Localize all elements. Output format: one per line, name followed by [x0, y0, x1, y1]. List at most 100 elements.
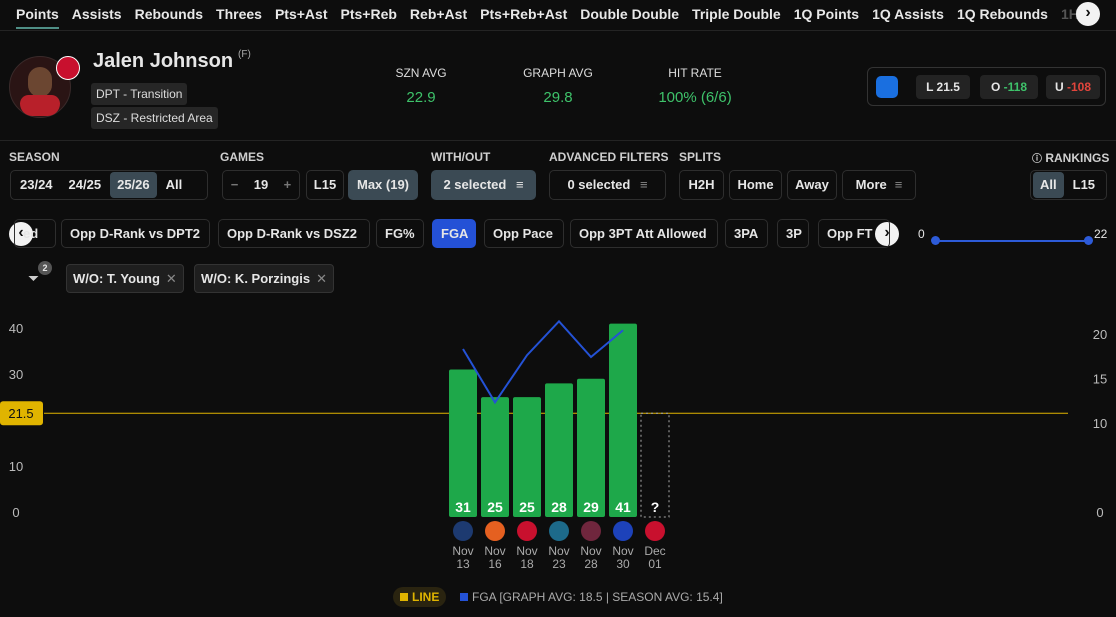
stat-tab[interactable]: Triple Double: [692, 6, 781, 22]
filter-icon: ≡: [515, 177, 524, 192]
stat-chip[interactable]: Opp D-Rank vs DSZ2: [218, 219, 370, 248]
range-handle[interactable]: [931, 236, 940, 245]
under-price: -108: [1066, 80, 1092, 94]
split-option[interactable]: Away: [787, 170, 837, 200]
bar: [609, 323, 637, 517]
stat-chip[interactable]: FG%: [376, 219, 424, 248]
opponent-logo: [613, 521, 633, 541]
bar-value-label: 25: [487, 499, 503, 515]
filter-label: GAMES: [220, 150, 265, 164]
rankings-option[interactable]: All: [1033, 172, 1064, 198]
increment[interactable]: +: [283, 177, 292, 192]
bar: [545, 383, 573, 517]
stat-tab[interactable]: Reb+Ast: [409, 6, 468, 22]
stat-chip[interactable]: Opp Pace: [484, 219, 564, 248]
stat-value: 100% (6/6): [658, 89, 732, 106]
divider: [0, 140, 1116, 141]
odds-line[interactable]: L 21.5: [916, 75, 970, 99]
threshold-badge: [0, 401, 43, 426]
stat-chip[interactable]: 3P: [777, 219, 809, 248]
stat-tab[interactable]: 1Q Rebounds: [956, 6, 1048, 22]
stat-tab[interactable]: Threes: [216, 6, 262, 22]
bar: [577, 378, 605, 517]
season-option[interactable]: 25/26: [110, 172, 157, 198]
chips-scroll-right[interactable]: ›: [875, 222, 899, 246]
rankings-label: RANKINGS: [1045, 151, 1110, 165]
stat-chip[interactable]: FGA: [432, 219, 476, 248]
bar-value-label: 41: [615, 499, 631, 515]
filter-label: ADVANCED FILTERS: [549, 150, 669, 164]
player-tag: DPT - Transition: [91, 83, 188, 105]
split-option[interactable]: More ≡: [842, 170, 916, 200]
stat-chip[interactable]: 3PA: [725, 219, 768, 248]
y2-tick-label: 10: [1093, 416, 1107, 431]
decrement[interactable]: −: [230, 177, 239, 192]
threshold-label: 21.5: [8, 406, 33, 421]
stat-tab[interactable]: Assists: [71, 6, 122, 22]
over-label: O: [990, 80, 1001, 94]
bar: [449, 369, 477, 517]
range-handle[interactable]: [1084, 236, 1093, 245]
filter-icon: ≡: [639, 177, 648, 192]
stat-chip[interactable]: ed: [14, 219, 56, 248]
split-option[interactable]: H2H: [679, 170, 724, 200]
split-option[interactable]: Home: [729, 170, 782, 200]
opponent-logo: [517, 521, 537, 541]
season-option[interactable]: All: [165, 177, 183, 192]
rankings-option[interactable]: L15: [1072, 177, 1096, 192]
stat-tab[interactable]: Double Double: [580, 6, 680, 22]
odds-panel: L 21.5 O -118 U -108: [867, 67, 1106, 106]
active-filter[interactable]: W/O: T. Young ✕: [66, 264, 184, 293]
y-tick-label: 0: [12, 505, 19, 520]
stat-chip[interactable]: Opp 3PT Att Allowed: [570, 219, 718, 248]
games-count: 19: [253, 177, 269, 192]
avatar-face: [28, 67, 52, 97]
remove[interactable]: ✕: [165, 271, 177, 286]
season-option[interactable]: 23/24: [20, 177, 53, 192]
info-icon: ⓘ: [1032, 154, 1042, 165]
stat-tab[interactable]: Rebounds: [134, 6, 204, 22]
x-tick-label: Nov 16: [484, 544, 506, 571]
over-price: -118: [1003, 80, 1028, 94]
team-logo: [56, 56, 80, 80]
opponent-logo: [485, 521, 505, 541]
remove[interactable]: ✕: [316, 271, 327, 286]
advanced-select[interactable]: 0 selected ≡: [549, 170, 666, 200]
stat-tab[interactable]: 1Q Points: [793, 6, 860, 22]
stat-tab[interactable]: Pts+Ast: [274, 6, 328, 22]
bar-value-label: 25: [519, 499, 535, 515]
filter-text: W/O: K. Porzingis: [201, 271, 311, 286]
games-option[interactable]: L15: [306, 170, 344, 200]
with-out-select[interactable]: 2 selected ≡: [431, 170, 536, 200]
y-tick-label: 40: [9, 321, 23, 336]
series-line: [462, 319, 624, 405]
stat-tab[interactable]: Points: [16, 0, 59, 29]
stat-chip[interactable]: Opp FT: [818, 219, 890, 248]
with-out-value: 2 selected: [443, 177, 507, 192]
games-option[interactable]: Max (19): [348, 170, 418, 200]
stat-chip[interactable]: Opp D-Rank vs DPT2: [61, 219, 210, 248]
stat-tab[interactable]: Pts+Reb: [340, 6, 397, 22]
range-track: [935, 240, 1088, 242]
scroll-right[interactable]: ›: [1076, 2, 1100, 26]
games-stepper: − 19 +: [222, 170, 300, 200]
legend-threshold: LINE: [393, 587, 447, 607]
range-max: 22: [1094, 227, 1108, 241]
season-option[interactable]: 24/25: [68, 177, 102, 192]
y-tick-label: 30: [9, 367, 23, 382]
under-label: U: [1054, 80, 1064, 94]
bar-value-label: 31: [455, 499, 471, 515]
chips-scroll-left[interactable]: ‹: [9, 222, 33, 246]
filters-icon[interactable]: ⏷: [28, 270, 40, 286]
x-tick-label: Nov 30: [612, 544, 634, 571]
legend-swatch: [400, 593, 408, 601]
active-filter[interactable]: W/O: K. Porzingis ✕: [194, 264, 334, 293]
opponent-logo: [549, 521, 569, 541]
stat-label: SZN AVG: [395, 66, 447, 80]
stat-tab[interactable]: 1Q Assists: [872, 6, 944, 22]
odds-under[interactable]: U -108: [1046, 75, 1100, 99]
stat-tab[interactable]: Pts+Reb+Ast: [480, 6, 568, 22]
odds-over[interactable]: O -118: [980, 75, 1038, 99]
